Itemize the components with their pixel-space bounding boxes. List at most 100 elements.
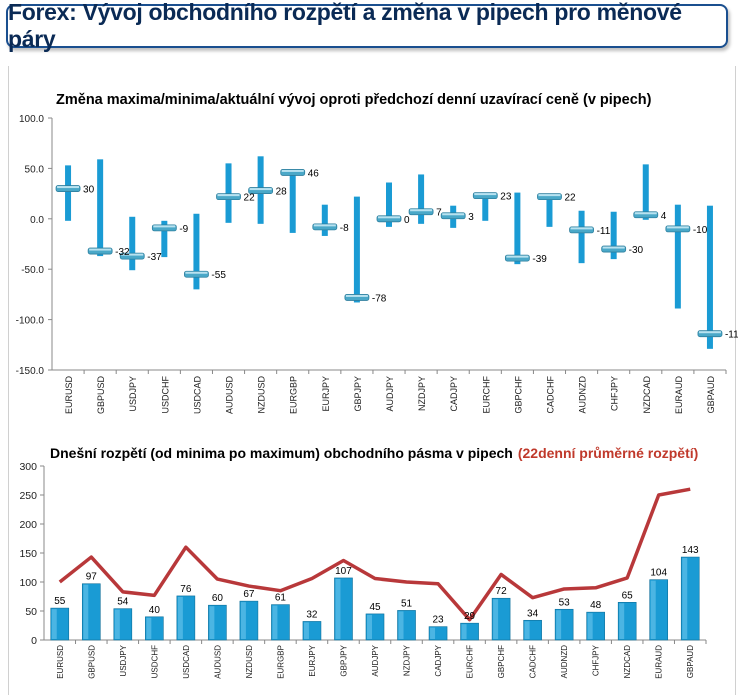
chart2-title-main: Dnešní rozpětí (od minima po maximum) ob… — [50, 445, 513, 461]
chart1-category-label: NZDCAD — [642, 376, 652, 414]
chart2-category-label: USDCAD — [182, 645, 191, 679]
chart1-category-label: CADCHF — [545, 375, 555, 413]
chart2-bar-highlight — [524, 621, 530, 639]
chart2-ytick-label: 250 — [19, 490, 37, 502]
chart1-ytick-label: 100.0 — [19, 114, 44, 125]
chart2-bar-highlight — [650, 580, 656, 639]
chart2-value-label: 32 — [306, 609, 318, 620]
chart1-title: Změna maxima/minima/aktuální vývoj oprot… — [56, 92, 652, 108]
chart1-category-label: EURAUD — [674, 376, 684, 415]
chart2-category-label: EURCHF — [466, 645, 475, 678]
chart1-range-bar — [97, 159, 104, 257]
chart1-category-label: GBPUSD — [96, 376, 106, 415]
chart1-range-bar — [546, 194, 553, 227]
chart2-ytick-label: 200 — [19, 519, 37, 531]
chart1-current-marker-highlight — [378, 216, 400, 219]
chart1-category-label: CADJPY — [449, 376, 459, 412]
page-title: Forex: Vývoj obchodního rozpětí a změna … — [8, 0, 682, 52]
chart2-title: Dnešní rozpětí (od minima po maximum) ob… — [50, 445, 698, 461]
chart2-category-label: EURAUD — [655, 645, 664, 679]
chart1-category-label: GBPJPY — [353, 376, 363, 412]
chart1-range-bar — [514, 192, 521, 265]
chart1-range-bar — [418, 174, 425, 224]
chart1-current-marker-highlight — [474, 193, 497, 196]
chart1-value-label: 7 — [436, 208, 442, 219]
chart2-category-label: AUDNZD — [560, 645, 569, 679]
chart1-current-marker-highlight — [217, 194, 240, 197]
chart2-bar-highlight — [240, 602, 246, 639]
chart1-value-label: -10 — [693, 225, 708, 236]
chart2-value-label: 107 — [335, 566, 352, 577]
chart1-value-label: -114 — [725, 330, 738, 341]
chart1-value-label: 30 — [83, 185, 95, 196]
chart2-ytick-label: 50 — [25, 606, 37, 618]
chart2-bar-highlight — [398, 611, 404, 639]
chart2-value-label: 60 — [212, 593, 224, 604]
chart2-value-label: 53 — [559, 597, 571, 608]
chart1-current-marker-highlight — [249, 188, 272, 191]
chart1-current-marker-highlight — [57, 186, 80, 189]
chart2-category-label: EURGBP — [276, 645, 285, 679]
chart2-bar-highlight — [587, 613, 593, 639]
chart2-value-label: 48 — [590, 600, 602, 611]
chart2-category-label: CADCHF — [529, 645, 538, 678]
chart2-category-label: USDJPY — [119, 644, 128, 676]
chart1-range-bar — [193, 213, 200, 290]
chart1-category-label: USDCHF — [160, 375, 170, 413]
chart2-bar-highlight — [209, 606, 215, 639]
chart1-range-bar — [386, 182, 392, 227]
chart2-bar-highlight — [272, 605, 278, 639]
chart1-category-label: AUDUSD — [225, 376, 235, 415]
chart1-category-label: AUDJPY — [385, 376, 395, 412]
chart1-range-bar — [706, 205, 713, 349]
chart2-category-label: CADJPY — [434, 644, 443, 676]
chart2-title-highlight: (22denní průměrné rozpětí) — [518, 445, 698, 461]
chart1-current-marker-highlight — [442, 213, 465, 216]
chart2-category-label: USDCHF — [150, 645, 159, 678]
chart2-value-label: 97 — [86, 572, 98, 583]
chart2-value-label: 61 — [275, 593, 287, 604]
chart2-category-label: GBPCHF — [497, 645, 506, 678]
chart2-bar-highlight — [303, 622, 309, 639]
chart1-value-label: -55 — [211, 270, 226, 281]
chart1-current-marker-highlight — [281, 169, 304, 172]
chart2-bar-highlight — [51, 609, 57, 639]
chart1-value-label: -78 — [372, 293, 387, 304]
chart1-category-label: AUDNZD — [578, 376, 588, 414]
chart1-range-bar — [289, 172, 296, 233]
chart2-value-label: 143 — [682, 545, 699, 556]
chart1-current-marker-highlight — [153, 225, 176, 228]
chart1-ytick-label: -50.0 — [21, 265, 44, 276]
chart1-category-label: EURCHF — [481, 375, 491, 413]
chart2-category-label: GBPAUD — [686, 645, 695, 678]
chart2-value-label: 55 — [54, 596, 66, 607]
daily-range-chart: Dnešní rozpětí (od minima po maximum) ob… — [19, 445, 707, 679]
chart1-value-label: -32 — [115, 247, 130, 258]
chart2-bar-highlight — [335, 578, 341, 639]
chart2-category-label: NZDJPY — [403, 644, 412, 676]
chart1-current-marker-highlight — [89, 248, 112, 251]
chart1-current-marker-highlight — [602, 246, 625, 249]
chart1-category-label: NZDJPY — [417, 376, 427, 411]
chart1-category-label: USDCAD — [192, 376, 202, 415]
chart1-value-label: 22 — [244, 193, 256, 204]
chart2-value-label: 76 — [180, 584, 192, 595]
chart2-value-label: 51 — [401, 598, 413, 609]
chart1-range-bar — [321, 204, 328, 236]
chart2-average-line — [58, 487, 691, 622]
chart2-category-label: AUDUSD — [213, 645, 222, 679]
chart1-range-bar — [578, 210, 585, 264]
chart1-value-label: -30 — [629, 245, 644, 256]
chart1-value-label: 3 — [468, 212, 474, 223]
chart1-range-bar — [161, 220, 168, 258]
chart2-bar-highlight — [146, 617, 152, 639]
chart1-current-marker-highlight — [538, 194, 561, 197]
chart1-category-label: USDJPY — [128, 376, 138, 412]
chart1-range-bar — [129, 216, 136, 271]
chart2-bar-highlight — [461, 624, 467, 639]
chart2-bar-highlight — [367, 614, 372, 639]
chart1-ytick-label: 50.0 — [25, 164, 45, 175]
chart1-range-bar — [642, 164, 649, 220]
chart1-value-label: 0 — [404, 215, 410, 226]
chart1-current-marker-highlight — [634, 212, 657, 215]
